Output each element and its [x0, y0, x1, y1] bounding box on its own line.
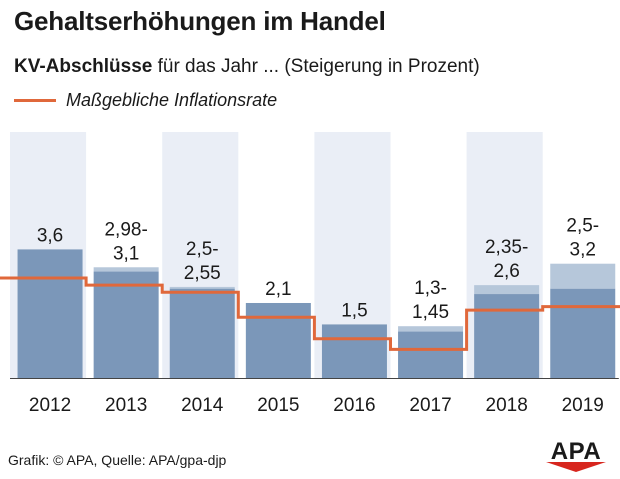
x-tick-label-2017: 2017: [409, 395, 451, 416]
data-label-2019: 2,5-: [566, 216, 599, 237]
data-label-2019: 3,2: [570, 240, 596, 261]
data-label-2013: 3,1: [113, 243, 139, 264]
data-label-2014: 2,55: [184, 263, 221, 284]
chart-subtitle: KV-Abschlüsse für das Jahr ... (Steigeru…: [14, 56, 480, 78]
legend-label: Maßgebliche Inflationsrate: [66, 90, 278, 110]
bar-range-2017: [398, 326, 464, 332]
bar-range-2018: [474, 285, 540, 295]
x-tick-label-2019: 2019: [562, 395, 604, 416]
data-label-2014: 2,5-: [186, 239, 219, 260]
data-label-2018: 2,6: [493, 261, 519, 282]
logo-text: APA: [550, 438, 602, 465]
apa-logo: APA: [543, 440, 609, 472]
bar-2016: [321, 324, 387, 378]
bar-2012: [17, 249, 83, 378]
inflation-step-line: [0, 276, 620, 351]
bar-2017: [398, 331, 464, 378]
subtitle-rest: für das Jahr ... (Steigerung in Prozent): [152, 56, 480, 77]
data-label-2017: 1,3-: [414, 278, 447, 299]
bar-range-2019: [550, 263, 616, 289]
bar-range-2014: [169, 286, 235, 289]
bar-chart: 3,6 2,98- 3,1 2,5- 2,55 2,1 1,5 1,3- 1,45 2,35- 2,…: [0, 132, 620, 416]
bar-range-2013: [93, 267, 159, 272]
legend-line-swatch: [14, 99, 56, 102]
bar-2018: [474, 294, 540, 378]
data-label-2012: 3,6: [37, 225, 63, 246]
data-label-2013: 2,98-: [104, 219, 147, 240]
legend: Maßgebliche Inflationsrate: [14, 90, 277, 111]
x-tick-label-2018: 2018: [486, 395, 528, 416]
data-label-2016: 1,5: [341, 300, 367, 321]
source-note: Grafik: © APA, Quelle: APA/gpa-djp: [8, 452, 227, 468]
subtitle-bold: KV-Abschlüsse: [14, 56, 153, 77]
data-label-2017: 1,45: [412, 302, 449, 323]
x-tick-label-2016: 2016: [333, 395, 375, 416]
x-tick-label-2014: 2014: [181, 395, 224, 416]
x-tick-label-2013: 2013: [105, 395, 147, 416]
logo-triangle-icon: [546, 462, 606, 472]
bar-2013: [93, 271, 159, 378]
data-label-2018: 2,35-: [485, 237, 528, 258]
data-label-2015: 2,1: [265, 279, 291, 300]
bar-2015: [245, 302, 311, 378]
x-tick-label-2012: 2012: [29, 395, 71, 416]
bar-2019: [550, 288, 616, 378]
chart-title: Gehaltserhöhungen im Handel: [14, 6, 386, 36]
bar-2014: [169, 288, 235, 378]
x-tick-label-2015: 2015: [257, 395, 299, 416]
